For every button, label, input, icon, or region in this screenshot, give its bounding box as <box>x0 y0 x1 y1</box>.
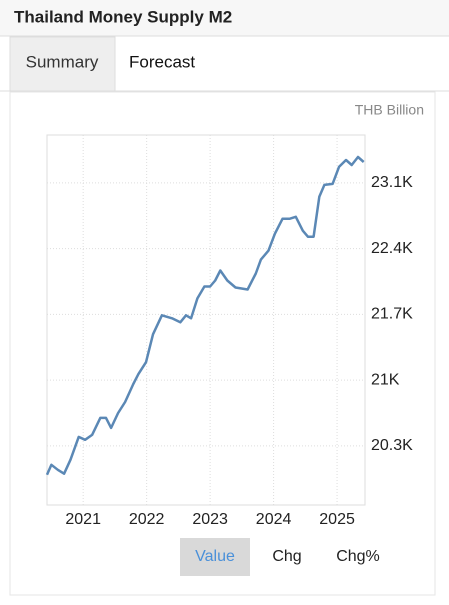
y-tick-label: 21K <box>371 371 400 388</box>
page-title: Thailand Money Supply M2 <box>14 7 232 26</box>
y-tick-label: 22.4K <box>371 240 413 257</box>
x-tick-label: 2024 <box>256 511 292 528</box>
button-label[interactable]: Chg% <box>336 548 380 565</box>
y-tick-label: 23.1K <box>371 174 413 191</box>
tab-label[interactable]: Forecast <box>129 52 195 71</box>
button-active[interactable] <box>180 538 250 576</box>
button-label[interactable]: Value <box>195 548 235 565</box>
x-tick-label: 2022 <box>129 511 165 528</box>
data-line <box>45 155 365 476</box>
x-tick-label: 2023 <box>192 511 228 528</box>
chart-panel <box>9 91 436 596</box>
tab-label[interactable]: Summary <box>26 52 99 71</box>
plot-frame <box>46 134 366 506</box>
unit-label: THB Billion <box>355 102 424 118</box>
y-tick-label: 20.3K <box>371 437 413 454</box>
header-bar <box>0 0 449 36</box>
y-tick-label: 21.7K <box>371 306 413 323</box>
tab-active[interactable] <box>9 36 116 92</box>
x-tick-label: 2021 <box>65 511 101 528</box>
button-label[interactable]: Chg <box>272 548 301 565</box>
x-tick-label: 2025 <box>319 511 355 528</box>
